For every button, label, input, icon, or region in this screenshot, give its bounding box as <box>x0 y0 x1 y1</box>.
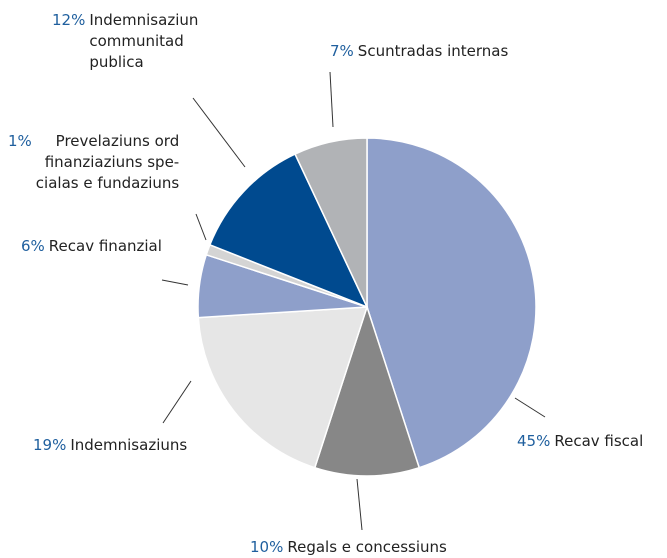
pie-slice <box>313 304 421 477</box>
slice-name: Recav fiscal <box>554 432 644 450</box>
leader-line <box>356 478 363 531</box>
slice-percent: 7% <box>330 42 354 60</box>
slice-percent: 12% <box>52 11 86 29</box>
slice-label: 6% Recav finanzial <box>21 236 162 257</box>
slice-label: 1% Prevelaziuns ord finanziaziuns spe- ci… <box>8 131 179 194</box>
slice-percent: 45% <box>517 432 551 450</box>
pie-slice <box>294 137 368 308</box>
slice-label: 45% Recav fiscal <box>517 431 643 452</box>
slice-name: Prevelaziuns ord finanziaziuns spe- cial… <box>35 132 180 192</box>
pie-slice <box>366 137 537 469</box>
leader-line <box>195 213 207 241</box>
slice-name: Indemnisaziuns <box>70 436 188 454</box>
slice-label: 12% Indemnisaziun communitad publica <box>52 10 198 73</box>
slice-percent: 10% <box>250 538 284 556</box>
slice-name: Recav finanzial <box>48 237 162 255</box>
slice-name: Scuntradas internas <box>357 42 509 60</box>
leader-line <box>162 380 192 424</box>
pie-slice <box>208 153 369 309</box>
leader-line <box>514 397 546 418</box>
slice-percent: 1% <box>8 132 32 150</box>
slice-label: 10% Regals e concessiuns <box>250 537 447 558</box>
leader-line <box>329 71 334 128</box>
slice-label: 7% Scuntradas internas <box>330 41 508 62</box>
slice-percent: 6% <box>21 237 45 255</box>
leader-line <box>192 97 246 168</box>
leader-lines <box>161 71 546 531</box>
slice-name: Regals e concessiuns <box>287 538 447 556</box>
pie-slice <box>197 306 369 469</box>
leader-line <box>161 279 189 286</box>
slice-percent: 19% <box>33 436 67 454</box>
slice-label: 19% Indemnisaziuns <box>33 435 187 456</box>
slice-name: Indemnisaziun communitad publica <box>89 11 199 71</box>
